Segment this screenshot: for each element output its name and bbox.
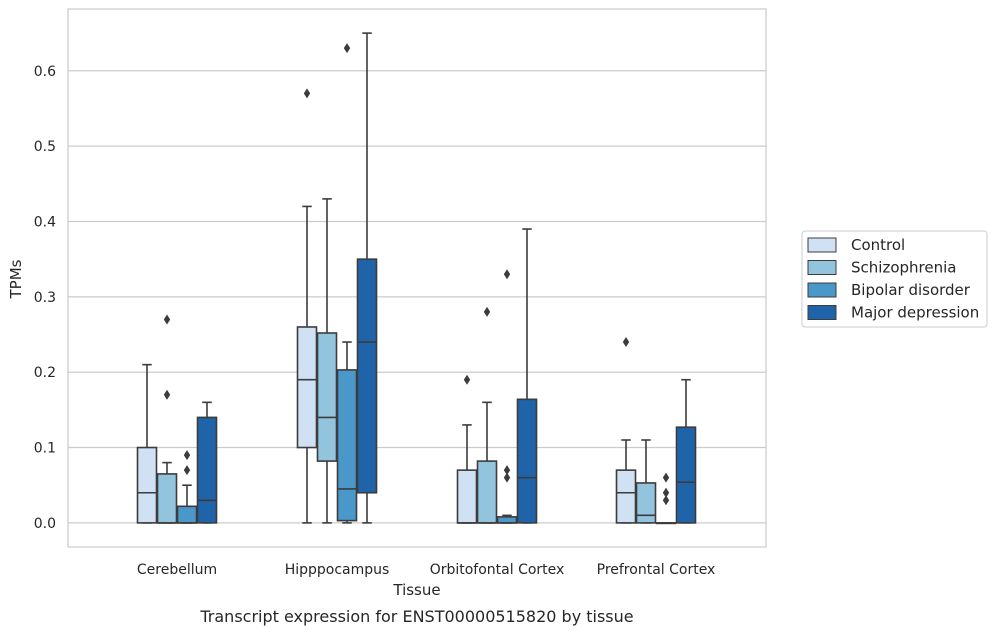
box [476,460,498,524]
outlier-point [343,43,351,54]
box-group [296,88,318,524]
outlier-point [303,88,311,99]
legend: Control Schizophrenia Bipolar disorder Majo… [801,230,988,328]
outlier-point [483,306,491,317]
outlier-point [503,269,511,280]
legend-swatch [807,305,837,320]
box-group [136,363,158,524]
y-tick-label: 0.4 [34,214,56,230]
y-tick-label: 0.5 [34,139,56,155]
y-tick-label: 0.6 [34,64,56,80]
box [615,469,637,524]
box [336,369,358,522]
box [456,469,478,524]
legend-label: Major depression [851,304,979,322]
box-group [615,337,637,524]
box [635,482,657,524]
legend-frame [801,230,988,328]
y-tick-label: 0.2 [34,365,56,381]
outlier-point [503,465,511,476]
y-tick-label: 0.3 [34,290,56,306]
x-tick-label: Prefrontal Cortex [597,562,716,578]
box [496,516,518,524]
legend-label: Bipolar disorder [851,281,971,299]
series-control [136,88,637,524]
box-group [476,306,498,524]
box [136,446,158,524]
box-group [176,450,198,524]
outlier-point [463,374,471,385]
box [316,332,338,462]
x-tick-labels: Cerebellum Hipppocampus Orbitofontal Corte… [137,562,715,578]
plot-frame [67,8,767,548]
x-tick-label: Hipppocampus [285,562,390,578]
outlier-point [163,389,171,400]
series-schizophrenia [156,198,657,524]
box [176,505,198,524]
y-tick-labels: 0.0 0.1 0.2 0.3 0.4 0.5 0.6 [34,64,56,532]
chart-caption: Transcript expression for ENST0000051582… [199,607,633,626]
outlier-point [183,450,191,461]
legend-swatch [807,282,837,298]
box-group [635,439,657,524]
box-group [156,314,178,524]
outlier-point [163,314,171,325]
box-group [456,374,478,524]
legend-label: Schizophrenia [851,259,956,277]
series-bipolar-disorder [176,43,677,525]
box-group [336,43,358,524]
outlier-point [622,337,630,348]
legend-label: Control [851,236,905,254]
legend-swatch [807,237,837,253]
box-groups [136,32,697,525]
outlier-point [503,472,511,483]
y-axis-label: TPMs [7,259,25,299]
box [156,473,178,524]
outlier-point [662,495,670,506]
box [196,416,218,524]
box-group [675,378,697,524]
gridlines [68,70,766,524]
y-tick-label: 0.0 [34,516,56,532]
box-group [655,472,677,525]
box-group [196,401,218,524]
legend-swatch [807,260,837,275]
box [516,398,538,524]
box-group [356,32,378,524]
outlier-point [662,472,670,483]
box-group [516,228,538,524]
x-axis-label: Tissue [392,581,440,599]
box-group [496,269,518,524]
box-group [316,198,338,524]
y-tick-label: 0.1 [34,441,56,457]
box [296,326,318,449]
x-tick-label: Cerebellum [137,562,217,578]
box [356,258,378,494]
box [675,426,697,524]
x-tick-label: Orbitofontal Cortex [430,562,565,578]
outlier-point [183,465,191,476]
series-major-depression [196,32,697,524]
outlier-point [662,487,670,498]
